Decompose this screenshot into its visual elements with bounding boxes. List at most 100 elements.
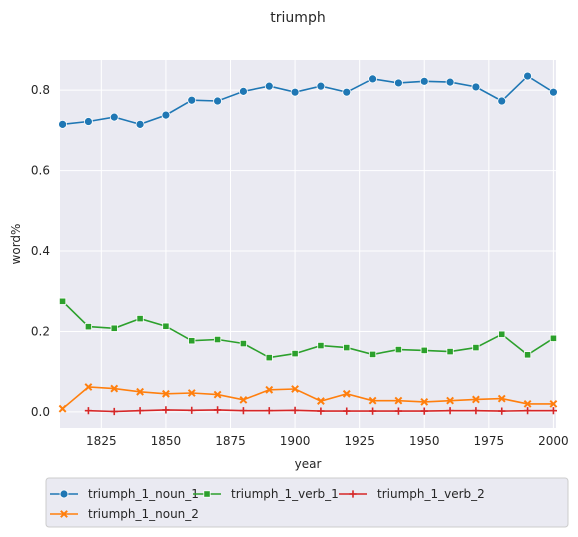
data-point [445, 77, 455, 87]
x-tick-labels: 1825 1850 1875 1900 1925 1950 1975 2000 [86, 434, 569, 448]
legend-swatch-marker [60, 510, 68, 518]
plot-area [60, 60, 556, 428]
data-point [317, 397, 325, 405]
series-triumph_1_verb_2 [84, 406, 558, 416]
data-point [549, 87, 558, 97]
legend-label: triumph_1_noun_1 [88, 487, 199, 501]
legend: triumph_1_noun_1 triumph_1_noun_2 triumph_… [45, 477, 569, 528]
x-tick-label: 1975 [474, 434, 505, 448]
data-point [549, 334, 558, 342]
data-point [343, 407, 351, 415]
data-point [265, 354, 273, 362]
data-point [109, 112, 119, 122]
data-point [394, 407, 403, 415]
legend-swatch-marker [349, 490, 357, 498]
chart-title: triumph [270, 10, 325, 26]
data-point [471, 82, 481, 92]
data-point [58, 404, 67, 413]
data-point [394, 345, 403, 354]
data-point [239, 395, 248, 404]
data-point [84, 383, 93, 391]
legend-box [45, 477, 569, 528]
x-tick-label: 1825 [86, 434, 117, 448]
data-point [110, 384, 119, 393]
data-point [394, 396, 403, 405]
data-point [472, 407, 480, 415]
data-point [161, 110, 171, 120]
data-point [136, 407, 144, 415]
x-axis-label: year [295, 457, 322, 471]
y-tick-label: 0.6 [31, 164, 50, 178]
data-point [58, 119, 67, 129]
data-point [446, 407, 454, 415]
data-point [187, 389, 196, 397]
y-tick-label: 0.2 [31, 324, 50, 338]
data-point [497, 394, 506, 403]
y-tick-label: 0.4 [31, 244, 50, 258]
data-point [135, 119, 145, 129]
y-tick-label: 0.0 [31, 405, 50, 419]
data-point [213, 335, 222, 344]
data-point [136, 387, 144, 396]
data-point [187, 95, 197, 105]
data-point [213, 96, 222, 106]
x-tick-label: 1850 [151, 434, 182, 448]
series-line [62, 300, 554, 359]
data-point [264, 81, 274, 91]
legend-item: triumph_1_verb_2 [339, 487, 485, 501]
legend-label: triumph_1_noun_2 [88, 507, 199, 521]
legend-swatch-marker [59, 489, 69, 499]
data-point [368, 396, 377, 405]
legend-item: triumph_1_verb_1 [193, 487, 339, 501]
data-point [265, 407, 273, 415]
data-point [110, 324, 118, 332]
data-point [58, 297, 67, 305]
data-point [472, 395, 480, 404]
data-point [342, 389, 351, 398]
data-point [317, 341, 325, 350]
data-point [420, 346, 428, 354]
data-point [213, 390, 222, 399]
data-point [549, 399, 558, 408]
data-point [419, 76, 429, 86]
data-point [291, 385, 299, 393]
data-point [110, 407, 118, 416]
data-point [368, 407, 377, 415]
data-point [265, 385, 274, 394]
data-point [290, 87, 300, 97]
data-point [472, 343, 480, 352]
data-point [446, 396, 454, 405]
data-point [420, 397, 429, 406]
data-point [162, 389, 170, 398]
data-point [368, 74, 377, 84]
data-point [523, 71, 532, 81]
data-point [497, 96, 507, 106]
x-tick-label: 2000 [538, 434, 569, 448]
data-point [291, 406, 299, 414]
legend-item: triumph_1_noun_2 [50, 507, 199, 521]
x-tick-label: 1950 [409, 434, 440, 448]
data-point [342, 87, 352, 97]
data-point [498, 330, 506, 338]
legend-swatch-marker [203, 490, 211, 498]
data-point [188, 337, 196, 345]
data-point [523, 407, 532, 415]
data-point [84, 407, 93, 415]
legend-label: triumph_1_verb_1 [231, 487, 339, 501]
x-tick-label: 1875 [215, 434, 246, 448]
x-tick-label: 1900 [280, 434, 311, 448]
data-point [394, 78, 403, 88]
legend-item: triumph_1_noun_1 [50, 487, 199, 501]
data-point [136, 315, 144, 323]
legend-label: triumph_1_verb_2 [377, 487, 485, 501]
x-tick-label: 1925 [344, 434, 375, 448]
data-point [368, 350, 377, 359]
series-layer [58, 71, 558, 416]
data-point [84, 323, 93, 331]
data-point [446, 347, 454, 356]
data-point [239, 86, 248, 96]
data-point [162, 406, 170, 414]
data-point [213, 406, 222, 414]
data-point [343, 343, 351, 352]
